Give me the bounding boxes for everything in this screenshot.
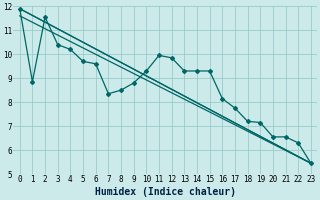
X-axis label: Humidex (Indice chaleur): Humidex (Indice chaleur) <box>95 187 236 197</box>
